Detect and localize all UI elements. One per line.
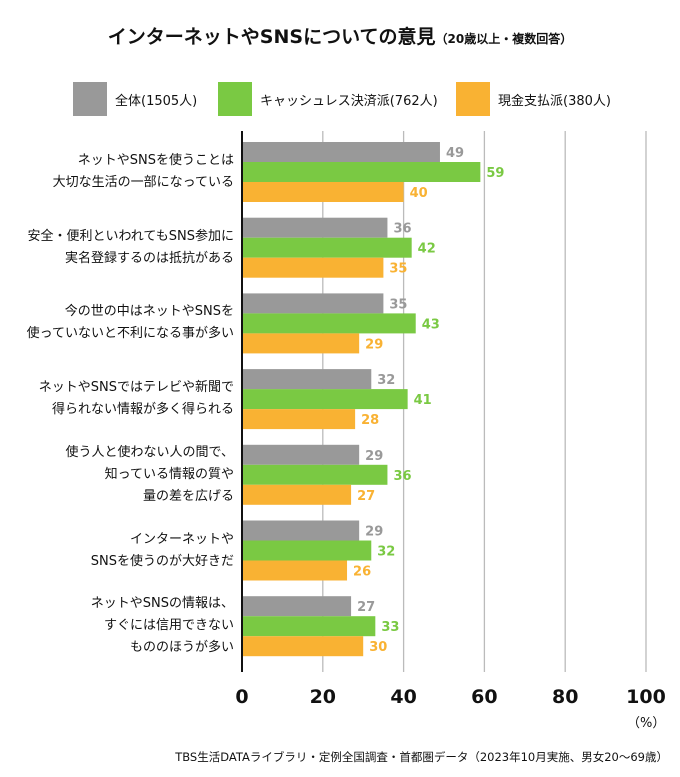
value-label-all-1: 49 bbox=[446, 146, 464, 161]
legend-swatch-all bbox=[73, 82, 107, 116]
value-label-cashless-7: 33 bbox=[381, 620, 399, 635]
value-label-cash-5: 27 bbox=[357, 489, 375, 504]
category-label-line: SNSを使うのが大好きだ bbox=[90, 553, 234, 569]
legend-label-all: 全体(1505人) bbox=[115, 94, 198, 109]
bar-cash-2 bbox=[242, 257, 384, 278]
category-label-line: 安全・便利といわれてもSNS参加に bbox=[27, 228, 234, 244]
x-tick-label-100: 100 bbox=[626, 686, 666, 708]
category-label-line: 大切な生活の一部になっている bbox=[52, 175, 234, 190]
category-label-line: もののほうが多い bbox=[129, 640, 234, 656]
legend-label-cash: 現金支払派(380人) bbox=[498, 94, 611, 109]
value-label-cash-6: 26 bbox=[353, 565, 371, 580]
x-tick-label-60: 60 bbox=[471, 686, 497, 708]
legend-swatch-cash bbox=[456, 82, 490, 116]
legend-swatch-cashless bbox=[218, 82, 252, 116]
value-label-all-5: 29 bbox=[365, 449, 383, 464]
category-label-line: 量の差を広げる bbox=[142, 488, 234, 504]
value-label-all-4: 32 bbox=[377, 373, 395, 388]
value-label-cashless-2: 42 bbox=[418, 242, 436, 257]
category-label-line: 今の世の中はネットやSNSを bbox=[64, 304, 234, 320]
value-label-cash-3: 29 bbox=[365, 337, 383, 352]
x-tick-label-20: 20 bbox=[310, 686, 336, 708]
source-note: TBS生活DATAライブラリ・定例全国調査・首都圏データ（2023年10月実施、… bbox=[175, 750, 668, 764]
bar-all-5 bbox=[242, 444, 360, 465]
chart-title-sub: （20歳以上・複数回答） bbox=[435, 32, 573, 46]
chart-title-main: インターネットやSNSについての意見 bbox=[107, 26, 436, 48]
category-label-line: ネットやSNSではテレビや新聞で bbox=[38, 380, 234, 396]
bar-all-3 bbox=[242, 293, 384, 314]
bar-cashless-3 bbox=[242, 313, 416, 334]
value-label-cash-1: 40 bbox=[410, 186, 428, 201]
x-axis-unit: （%） bbox=[627, 716, 666, 731]
category-label-line: すぐには信用できない bbox=[103, 618, 234, 634]
value-label-all-6: 29 bbox=[365, 525, 383, 540]
bar-cash-5 bbox=[242, 484, 352, 505]
bar-all-4 bbox=[242, 369, 372, 390]
bar-cash-3 bbox=[242, 333, 360, 354]
category-label-line: インターネットや bbox=[129, 531, 234, 547]
bar-all-1 bbox=[242, 142, 440, 162]
category-label-1: ネットやSNSを使うことは大切な生活の一部になっている bbox=[53, 150, 234, 194]
bar-cash-6 bbox=[242, 560, 348, 581]
bar-all-7 bbox=[242, 596, 352, 617]
chart-title: インターネットやSNSについての意見（20歳以上・複数回答） bbox=[0, 22, 680, 49]
category-label-line: 使う人と使わない人の間で、 bbox=[65, 444, 234, 460]
category-label-line: 実名登録するのは抵抗がある bbox=[64, 250, 234, 266]
value-label-cash-2: 35 bbox=[389, 262, 407, 277]
x-tick-label-80: 80 bbox=[552, 686, 578, 708]
x-tick-label-0: 0 bbox=[235, 686, 248, 708]
value-label-cashless-1: 59 bbox=[486, 166, 504, 181]
category-label-7: ネットやSNSの情報は、すぐには信用できないもののほうが多い bbox=[91, 593, 234, 659]
value-label-all-7: 27 bbox=[357, 600, 375, 615]
bar-cashless-2 bbox=[242, 237, 412, 258]
value-label-cash-7: 30 bbox=[369, 640, 387, 655]
bar-cashless-7 bbox=[242, 616, 376, 637]
category-label-line: ネットやSNSの情報は、 bbox=[90, 596, 234, 612]
bar-cash-1 bbox=[242, 182, 404, 202]
bar-all-6 bbox=[242, 520, 360, 541]
category-label-2: 安全・便利といわれてもSNS参加に実名登録するのは抵抗がある bbox=[27, 226, 234, 270]
category-label-line: 使っていないと不利になる事が多い bbox=[26, 326, 234, 342]
category-label-line: ネットやSNSを使うことは bbox=[77, 153, 234, 168]
bar-cashless-5 bbox=[242, 464, 388, 485]
value-label-cashless-3: 43 bbox=[422, 317, 440, 332]
value-label-cashless-4: 41 bbox=[414, 393, 432, 408]
value-label-all-3: 35 bbox=[389, 297, 407, 312]
category-label-5: 使う人と使わない人の間で、知っている情報の質や量の差を広げる bbox=[66, 442, 234, 508]
bar-cash-4 bbox=[242, 409, 356, 430]
bar-cashless-4 bbox=[242, 389, 408, 410]
x-tick-label-40: 40 bbox=[390, 686, 416, 708]
bar-cash-7 bbox=[242, 636, 364, 657]
value-label-all-2: 36 bbox=[393, 222, 411, 237]
value-label-cashless-5: 36 bbox=[393, 469, 411, 484]
legend-label-cashless: キャッシュレス決済派(762人) bbox=[260, 94, 438, 109]
category-label-6: インターネットや SNSを使うのが大好きだ bbox=[91, 529, 234, 573]
category-label-line: 得られない情報が多く得られる bbox=[51, 402, 234, 418]
bar-cashless-6 bbox=[242, 540, 372, 561]
category-label-line: 知っている情報の質や bbox=[104, 466, 234, 482]
category-label-3: 今の世の中はネットやSNSを使っていないと不利になる事が多い bbox=[27, 301, 234, 345]
value-label-cash-4: 28 bbox=[361, 413, 379, 428]
bar-all-2 bbox=[242, 217, 388, 238]
value-label-cashless-6: 32 bbox=[377, 545, 395, 560]
category-label-4: ネットやSNSではテレビや新聞で得られない情報が多く得られる bbox=[39, 377, 234, 421]
bar-cashless-1 bbox=[242, 162, 481, 182]
